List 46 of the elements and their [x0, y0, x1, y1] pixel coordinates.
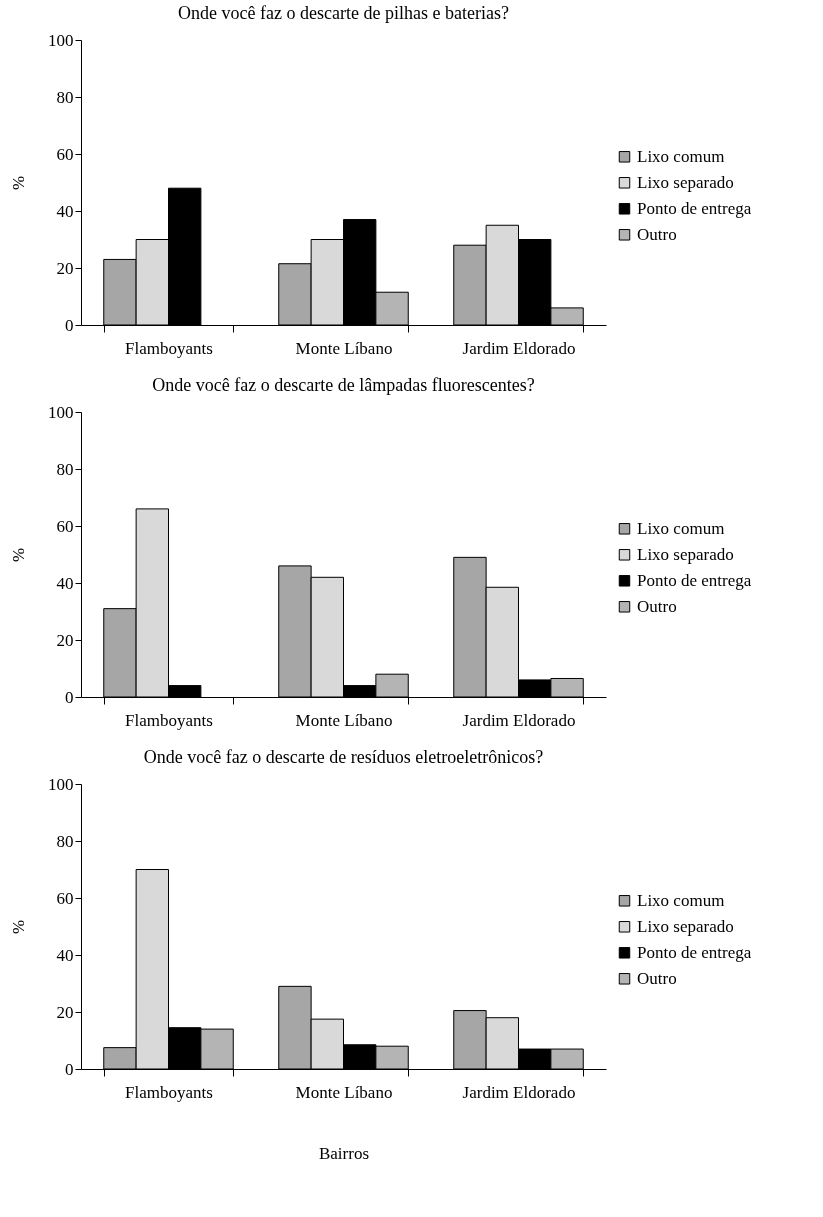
x-tick-label: Monte Líbano — [295, 710, 393, 730]
y-tick-label: 60 — [56, 144, 74, 164]
legend-label: Ponto de entrega — [637, 570, 752, 590]
y-tick-label: 40 — [56, 573, 74, 593]
legend-label: Ponto de entrega — [637, 198, 752, 218]
y-tick-label: 40 — [56, 945, 74, 965]
legend-label: Lixo separado — [637, 916, 734, 936]
x-tick-label: Monte Líbano — [295, 338, 393, 358]
y-tick-label: 100 — [48, 774, 74, 794]
x-tick-label: Jardim Eldorado — [462, 710, 576, 730]
chart-title: Onde você faz o descarte de pilhas e baterias? — [178, 3, 509, 23]
legend-label: Lixo comum — [637, 890, 725, 910]
y-axis-title: % — [9, 175, 28, 191]
x-tick-label: Flamboyants — [125, 710, 213, 730]
y-axis-title: % — [9, 919, 28, 935]
legend-label: Lixo comum — [637, 518, 725, 538]
y-tick-label: 0 — [65, 1059, 74, 1079]
y-tick-label: 0 — [65, 315, 74, 335]
y-tick-label: 20 — [56, 630, 74, 650]
x-tick-label: Jardim Eldorado — [462, 1082, 576, 1102]
legend-label: Ponto de entrega — [637, 942, 752, 962]
y-tick-label: 80 — [56, 87, 74, 107]
chart-title: Onde você faz o descarte de lâmpadas fluorescentes? — [152, 375, 535, 395]
legend-label: Outro — [637, 968, 677, 988]
legend-label: Outro — [637, 596, 677, 616]
y-tick-label: 60 — [56, 888, 74, 908]
y-tick-label: 100 — [48, 30, 74, 50]
x-tick-label: Monte Líbano — [295, 1082, 393, 1102]
y-tick-label: 40 — [56, 201, 74, 221]
chart-title: Onde você faz o descarte de resíduos eletroeletrônicos? — [143, 747, 544, 767]
legend-label: Lixo comum — [637, 146, 725, 166]
y-tick-label: 100 — [48, 402, 74, 422]
y-tick-label: 60 — [56, 516, 74, 536]
y-tick-label: 20 — [56, 258, 74, 278]
x-tick-label: Flamboyants — [125, 1082, 213, 1102]
y-tick-label: 80 — [56, 459, 74, 479]
y-tick-label: 0 — [65, 687, 74, 707]
y-tick-label: 80 — [56, 831, 74, 851]
y-axis-title: % — [9, 547, 28, 563]
legend-label: Lixo separado — [637, 544, 734, 564]
legend-label: Lixo separado — [637, 172, 734, 192]
x-tick-label: Flamboyants — [125, 338, 213, 358]
x-tick-label: Jardim Eldorado — [462, 338, 576, 358]
x-axis-title: Bairros — [318, 1143, 370, 1163]
y-tick-label: 20 — [56, 1002, 74, 1022]
legend-label: Outro — [637, 224, 677, 244]
